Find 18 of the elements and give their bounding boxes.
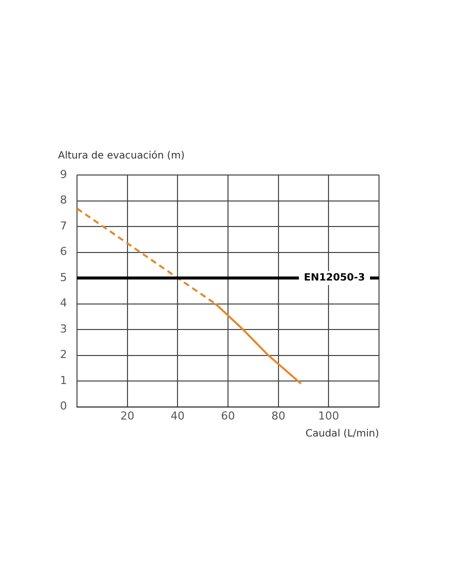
y-tick-label: 9 [60,168,67,181]
x-tick-label: 60 [221,409,235,422]
y-tick-label: 3 [60,322,67,336]
x-axis-title: Caudal (L/min) [306,428,380,440]
y-tick-label: 2 [60,348,67,362]
x-tick-label: 20 [120,409,134,422]
y-tick-label: 7 [60,219,67,232]
y-tick-label: 6 [60,245,67,258]
x-tick-label: 80 [271,409,286,422]
y-tick-label: 5 [60,270,67,284]
y-tick-label: 0 [60,400,67,413]
ref-line-label: EN12050-3 [304,272,366,284]
y-axis-title: Altura de evacuación (m) [58,150,185,162]
x-tick-label: 100 [318,409,340,422]
y-tick-label: 8 [60,194,67,207]
x-tick-label: 40 [170,409,185,422]
y-tick-label: 1 [60,374,67,387]
y-tick-label: 4 [60,296,67,310]
